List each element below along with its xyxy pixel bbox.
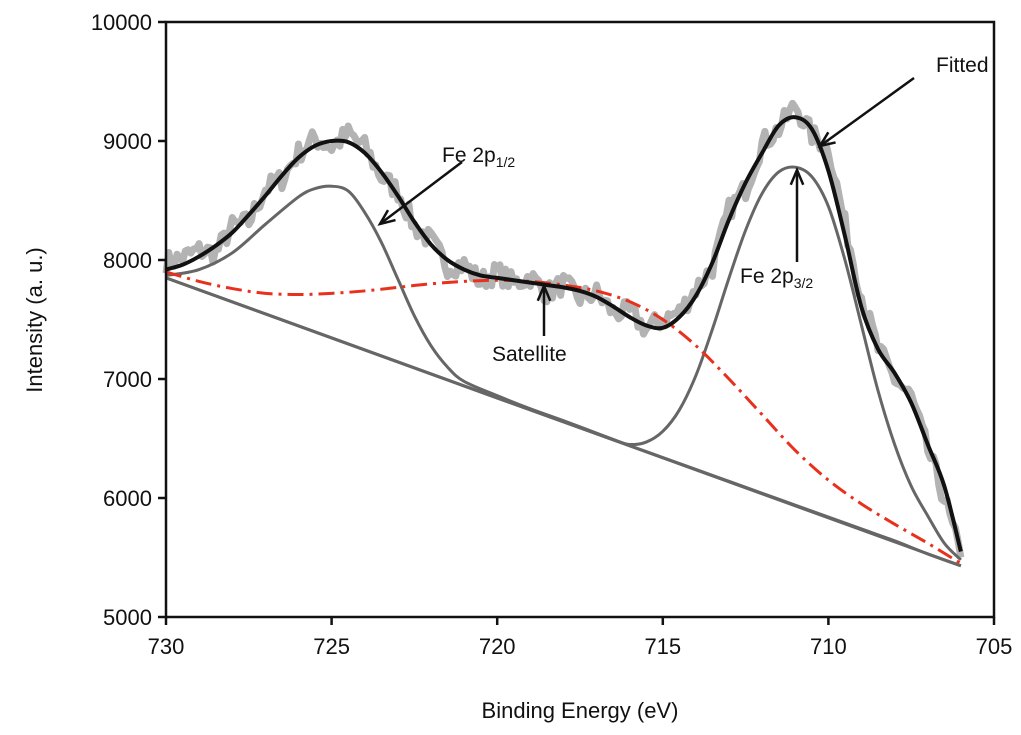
x-tick-label: 720 <box>479 634 516 659</box>
annotation-fe-2p32: Fe 2p3/2 <box>740 265 813 291</box>
y-tick-label: 10000 <box>91 10 152 35</box>
series-fitted-line <box>165 115 963 553</box>
y-tick-label: 7000 <box>103 367 152 392</box>
fe-2p32-arrow-head <box>789 166 805 186</box>
fitted-arrow <box>819 76 915 148</box>
fe-2p32-subscript: 3/2 <box>793 275 814 291</box>
x-tick-label: 705 <box>976 634 1013 659</box>
series-fe-2p32-line <box>165 165 962 561</box>
x-tick-label: 725 <box>313 634 350 659</box>
series-satellite-line <box>165 270 962 565</box>
x-tick-label: 730 <box>148 634 185 659</box>
x-tick-label: 710 <box>810 634 847 659</box>
annotation-fitted: Fitted <box>936 54 989 77</box>
y-tick-label: 5000 <box>103 605 152 630</box>
x-axis-title: Binding Energy (eV) <box>482 698 679 723</box>
series-fe-2p12-line <box>165 184 962 568</box>
y-axis-title: Intensity (a. u.) <box>22 247 47 393</box>
fe-2p12-subscript: 1/2 <box>495 154 516 170</box>
annotation-satellite: Satellite <box>492 343 567 366</box>
y-tick-label: 8000 <box>103 248 152 273</box>
y-tick-label: 6000 <box>103 486 152 511</box>
fe-2p32-label: Fe 2p <box>740 265 794 288</box>
fitted-arrow-head <box>817 131 836 148</box>
series-raw-line <box>162 99 965 559</box>
plot-frame <box>164 20 996 619</box>
y-tick-label: 9000 <box>103 129 152 154</box>
annotation-fe-2p12: Fe 2p1/2 <box>442 144 515 170</box>
fe-2p12-arrow-head <box>377 209 396 226</box>
x-tick-label: 715 <box>644 634 681 659</box>
satellite-arrow-head <box>536 282 552 302</box>
fe-2p12-label: Fe 2p <box>442 144 496 167</box>
fe-2p12-arrow <box>379 161 463 225</box>
